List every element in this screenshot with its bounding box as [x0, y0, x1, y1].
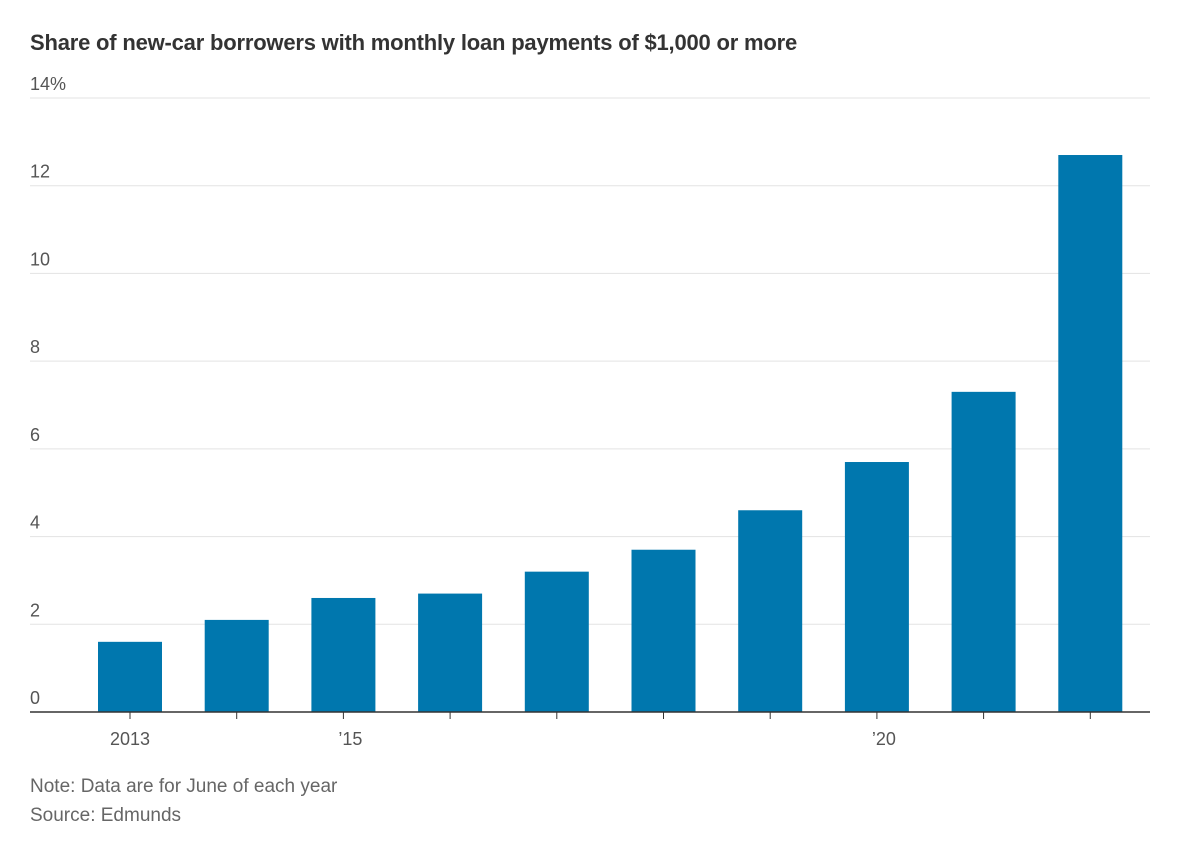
y-tick-label: 8	[30, 337, 40, 357]
bar-2015	[311, 597, 376, 712]
bar-2013	[98, 641, 162, 712]
bar-2016	[418, 593, 483, 712]
y-tick-label: 4	[30, 513, 40, 533]
x-tick-label: ’20	[872, 729, 896, 749]
chart-note: Note: Data are for June of each year	[30, 776, 338, 797]
bar-2017	[524, 571, 589, 712]
chart-title: Share of new-car borrowers with monthly …	[30, 30, 797, 55]
y-tick-label: 0	[30, 688, 40, 708]
bar-2014	[204, 619, 269, 712]
y-tick-label: 2	[30, 600, 40, 620]
bar-2021	[951, 391, 1016, 712]
chart-source: Source: Edmunds	[30, 805, 182, 826]
y-axis-labels: 0 2 4 6 8 10 12 14%	[30, 74, 66, 708]
bar-2018	[631, 549, 696, 712]
y-tick-label: 14%	[30, 74, 66, 94]
x-tick-label: 2013	[110, 729, 150, 749]
x-axis: 2013 ’15 ’20	[30, 711, 1150, 749]
y-tick-label: 6	[30, 425, 40, 445]
y-tick-label: 10	[30, 249, 50, 269]
bar-2019	[738, 510, 803, 712]
bar-2022	[1058, 155, 1123, 712]
bar-2020	[844, 462, 909, 712]
x-tick-label: ’15	[338, 729, 362, 749]
bars	[98, 155, 1123, 712]
y-tick-label: 12	[30, 162, 50, 182]
